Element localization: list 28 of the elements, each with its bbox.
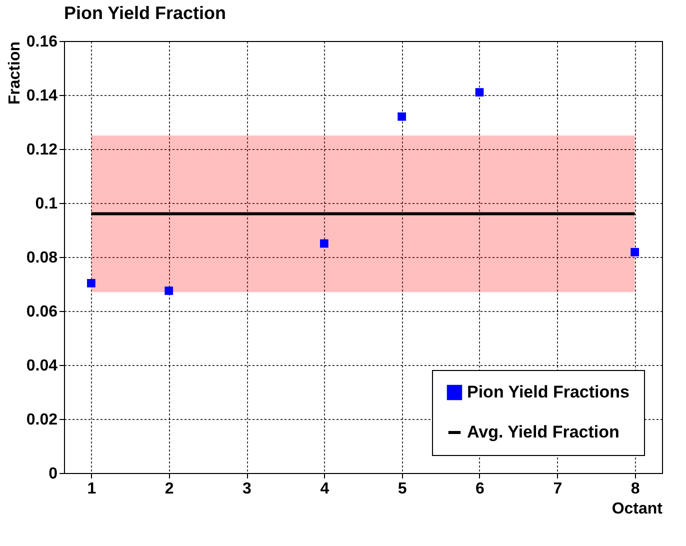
x-axis-title: Octant xyxy=(612,500,664,518)
legend-label: Pion Yield Fractions xyxy=(467,382,630,402)
y-tick-label: 0.08 xyxy=(26,250,58,266)
x-tick-label: 2 xyxy=(164,480,174,498)
y-tick-label: 0.12 xyxy=(26,142,58,158)
point xyxy=(87,279,96,288)
x-tick-label: 1 xyxy=(87,480,96,498)
y-tick-label: 0.04 xyxy=(26,358,58,374)
point xyxy=(630,248,639,256)
x-tick-label: 4 xyxy=(320,480,330,498)
y-tick-label: 0.14 xyxy=(26,88,58,104)
point xyxy=(320,239,328,248)
point xyxy=(164,286,174,295)
x-tick-label: 8 xyxy=(630,480,640,498)
point xyxy=(475,88,484,96)
y-axis-title: Fraction xyxy=(6,42,24,105)
chart-title: Pion Yield Fraction xyxy=(64,3,226,23)
x-tick-label: 3 xyxy=(242,480,252,498)
x-tick-label: 6 xyxy=(476,480,485,498)
y-tick-label: 0.16 xyxy=(26,34,58,50)
x-tick-label: 5 xyxy=(398,480,407,498)
point xyxy=(398,112,406,121)
y-tick-label: 0.1 xyxy=(35,196,58,212)
x-tick-label: 7 xyxy=(553,480,562,498)
y-tick-label: 0.06 xyxy=(26,304,58,320)
y-tick-label: 0 xyxy=(48,466,58,482)
y-tick-label: 0.02 xyxy=(26,412,58,428)
legend-label: Avg. Yield Fraction xyxy=(467,422,620,442)
